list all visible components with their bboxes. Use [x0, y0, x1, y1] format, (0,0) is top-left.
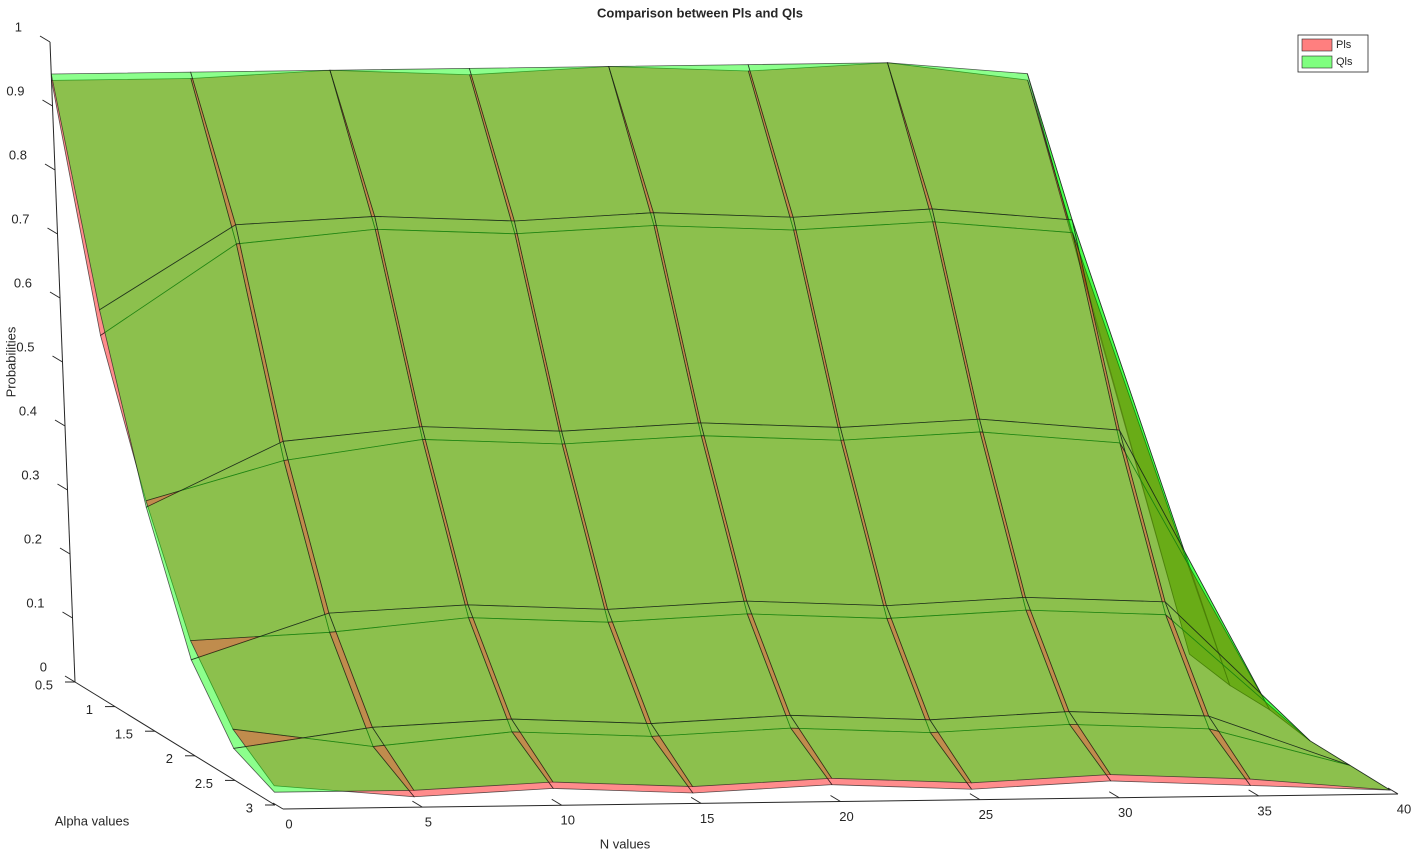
y-tick-label: 1.5: [115, 727, 133, 742]
y-tick-label: 0.5: [35, 677, 53, 692]
y-tick-label: 3: [246, 800, 253, 815]
z-tick-label: 0.4: [19, 403, 37, 418]
z-tick: [47, 227, 58, 235]
z-tick: [54, 419, 66, 427]
x-tick-label: 30: [1118, 805, 1132, 820]
surface: [50, 62, 1392, 798]
legend-label: Qls: [1336, 56, 1353, 68]
x-tick-label: 35: [1257, 803, 1271, 818]
x-tick-label: 0: [285, 816, 292, 831]
z-tick-label: 0: [40, 659, 47, 674]
z-tick: [57, 483, 68, 491]
legend-swatch: [1301, 38, 1333, 52]
x-axis-label: N values: [600, 836, 651, 851]
x-tick-label: 15: [700, 811, 714, 826]
z-tick: [42, 99, 53, 107]
legend: Pls Qls: [1297, 34, 1369, 73]
x-tick-label: 5: [425, 815, 432, 830]
z-tick-label: 0.1: [26, 595, 44, 610]
z-tick-label: 1: [15, 19, 22, 34]
z-tick-label: 0.8: [9, 147, 27, 162]
x-tick: [1387, 787, 1399, 795]
x-tick-label: 10: [561, 813, 575, 828]
z-axis-label: Probabilities: [3, 326, 18, 397]
z-tick: [44, 163, 56, 171]
x-tick-label: 20: [839, 809, 853, 824]
x-tick-label: 40: [1397, 801, 1411, 816]
z-tick-label: 0.3: [21, 467, 39, 482]
x-tick: [272, 802, 284, 810]
x-tick-label: 25: [979, 807, 993, 822]
z-tick-label: 0.9: [6, 83, 24, 98]
y-axis-label: Alpha values: [55, 813, 130, 828]
z-tick: [52, 355, 63, 363]
z-tick: [64, 675, 76, 683]
z-tick: [62, 611, 73, 619]
legend-label: Pls: [1336, 39, 1352, 51]
y-tick-label: 2.5: [195, 776, 213, 791]
x-tick: [690, 796, 702, 804]
x-tick: [830, 795, 841, 802]
z-tick-label: 0.2: [24, 531, 42, 546]
z-tick-label: 0.6: [14, 275, 32, 290]
legend-swatch: [1301, 55, 1333, 69]
x-tick: [969, 793, 981, 801]
x-tick: [412, 800, 423, 808]
y-tick-label: 1: [86, 702, 93, 717]
z-tick-label: 0.5: [16, 339, 34, 354]
y-axis: [74, 681, 276, 806]
x-tick: [1108, 791, 1120, 799]
z-tick: [59, 547, 71, 555]
z-tick: [39, 35, 51, 43]
z-tick: [49, 291, 61, 299]
z-tick-label: 0.7: [11, 211, 29, 226]
chart-title: Comparison between Pls and Qls: [597, 5, 803, 20]
surface-patch: [1207, 715, 1391, 791]
x-tick: [1248, 789, 1259, 797]
x-tick: [551, 798, 563, 806]
y-tick-label: 2: [166, 751, 173, 766]
